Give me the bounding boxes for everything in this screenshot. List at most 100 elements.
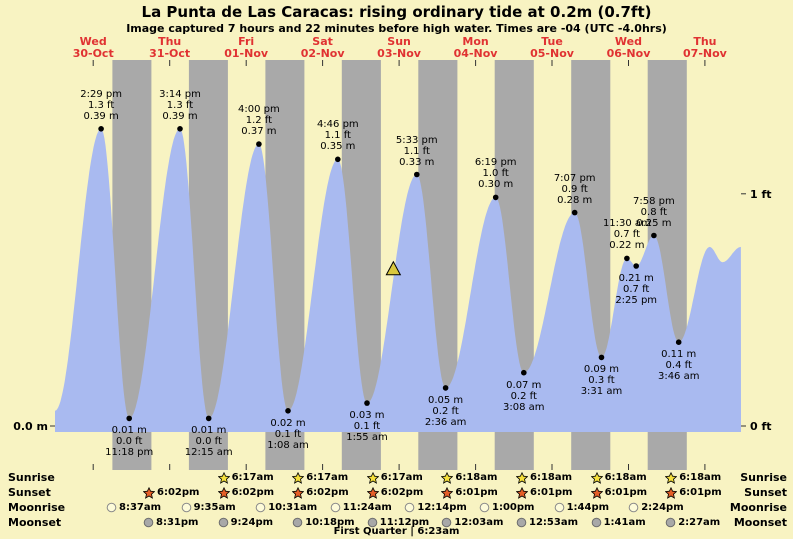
y-axis-right-1ft-label: 1 ft	[750, 188, 772, 201]
tide-extreme-dot	[571, 209, 578, 216]
annotation-line: 0.28 m	[557, 194, 593, 206]
sunrise-event: 6:18am	[590, 471, 647, 484]
moonrise-time: 12:14pm	[417, 502, 467, 513]
sunset-event: 6:01pm	[516, 486, 572, 499]
sunset-event: 6:01pm	[590, 486, 648, 499]
moonrise-time: 11:24am	[342, 502, 392, 513]
high-tide-annotation: 2:29 pm 1.3 ft 0.39 m	[80, 89, 122, 122]
moonset-event: 12:53am	[516, 516, 578, 529]
annotation-line: 0.1 ft	[353, 421, 381, 433]
moon-phase-label: First Quarter | 6:23am	[333, 526, 460, 537]
annotation-line: 0.11 m	[661, 349, 697, 361]
moonset-circle-icon	[665, 517, 676, 528]
moonrise-circle-icon	[106, 502, 117, 513]
y-axis-right-0ft-label: 0 ft	[750, 420, 772, 433]
current-time-marker-icon	[385, 260, 402, 276]
sunrise-star-icon	[665, 471, 678, 484]
low-tide-annotation: 0.02 m 0.1 ft 1:08 am	[267, 418, 309, 451]
annotation-line: 0.8 ft	[640, 206, 668, 218]
sunset-event: 6:02pm	[217, 486, 274, 499]
day-date: 06-Nov	[606, 47, 651, 60]
day-date: 30-Oct	[72, 47, 114, 60]
day-date: 31-Oct	[149, 47, 191, 60]
annotation-line: 7:07 pm	[553, 172, 596, 184]
chart-title: La Punta de Las Caracas: rising ordinary…	[141, 3, 652, 21]
sunset-time: 6:01pm	[455, 487, 498, 498]
moonset-event: 1:41am	[591, 516, 646, 529]
moonrise-circle-icon	[181, 502, 192, 513]
annotation-line: 0.2 ft	[510, 390, 537, 402]
annotation-line: 1.0 ft	[482, 168, 509, 180]
moonset-time: 11:12pm	[379, 517, 430, 528]
sunset-event: 6:02pm	[366, 486, 423, 499]
day-date: 07-Nov	[683, 47, 727, 60]
high-tide-annotation: 4:00 pm 1.2 ft 0.37 m	[238, 104, 280, 137]
annotation-line: 0.0 ft	[116, 436, 143, 448]
sunrise-star-icon	[441, 471, 454, 484]
tide-extreme-dot	[285, 408, 291, 414]
sunset-star-icon	[516, 486, 528, 499]
annotation-line: 3:46 am	[657, 371, 700, 383]
sunset-event: 6:02pm	[143, 486, 199, 499]
annotation-line: 1.1 ft	[403, 145, 430, 157]
day-date: 03-Nov	[377, 47, 421, 60]
tide-extreme-dot	[651, 232, 657, 239]
moonset-time: 2:27am	[678, 517, 721, 528]
sunrise-event: 6:17am	[292, 471, 348, 484]
moonrise-circle-icon	[554, 502, 565, 513]
moonset-row-label-left: Moonset	[8, 516, 62, 529]
annotation-line: 0.33 m	[399, 156, 435, 168]
annotation-line: 3:31 am	[580, 386, 623, 398]
day-name: Wed	[79, 35, 107, 48]
tide-extreme-dot	[414, 171, 420, 178]
moonrise-event: 11:24am	[330, 501, 392, 514]
annotation-line: 0.7 ft	[613, 229, 641, 241]
moonset-time: 8:31pm	[156, 517, 199, 528]
annotation-line: 0.3 ft	[588, 375, 615, 387]
day-name: Sun	[387, 35, 411, 48]
annotation-line: 5:33 pm	[395, 134, 438, 146]
moonset-circle-icon	[516, 517, 527, 528]
moonset-row-label-right: Moonset	[733, 516, 787, 529]
tide-extreme-dot	[675, 339, 682, 346]
annotation-line: 0.21 m	[618, 272, 654, 284]
annotation-line: 1.1 ft	[324, 130, 351, 142]
sunset-star-icon	[366, 486, 379, 499]
sunrise-time: 6:17am	[231, 472, 274, 483]
sunrise-star-icon	[590, 471, 603, 484]
moonset-event: 9:24pm	[218, 516, 273, 529]
moonrise-time: 2:24pm	[641, 502, 684, 513]
day-label: Wed 06-Nov	[607, 36, 651, 60]
sunset-time: 6:01pm	[604, 487, 648, 498]
day-date: 04-Nov	[453, 47, 498, 60]
sunrise-time: 6:17am	[380, 472, 423, 483]
moonrise-time: 10:31am	[268, 502, 318, 513]
tide-extreme-dot	[126, 415, 132, 422]
annotation-line: 0.1 ft	[274, 428, 302, 440]
moonrise-circle-icon	[255, 502, 266, 513]
sunrise-time: 6:18am	[455, 472, 498, 483]
annotation-line: 0.30 m	[478, 179, 514, 191]
moonrise-time: 8:37am	[119, 502, 162, 513]
tide-extreme-dot	[624, 255, 630, 262]
day-label: Thu 31-Oct	[149, 36, 190, 60]
day-date: 05-Nov	[530, 47, 574, 60]
low-tide-annotation: 0.07 m 0.2 ft 3:08 am	[503, 380, 545, 413]
day-label: Fri 01-Nov	[224, 36, 268, 60]
day-label: Sat 02-Nov	[301, 36, 345, 60]
day-date: 01-Nov	[224, 47, 269, 60]
annotation-line: 6:19 pm	[474, 157, 517, 169]
annotation-line: 0.02 m	[270, 417, 306, 429]
low-tide-annotation: 0.09 m 0.3 ft 3:31 am	[581, 364, 623, 397]
high-tide-annotation: 7:58 pm 0.8 ft 0.25 m	[633, 196, 675, 229]
high-tide-annotation: 6:19 pm 1.0 ft 0.30 m	[475, 157, 517, 190]
sunrise-time: 6:18am	[679, 472, 722, 483]
annotation-line: 0.35 m	[320, 141, 356, 153]
annotation-line: 11:18 pm	[105, 447, 154, 459]
tide-extreme-dot	[335, 156, 341, 163]
sunrise-row-label-left: Sunrise	[8, 471, 55, 484]
annotation-line: 1.2 ft	[245, 115, 273, 127]
sunrise-time: 6:18am	[530, 472, 573, 483]
day-label: Tue 05-Nov	[530, 36, 574, 60]
sunset-star-icon	[665, 486, 678, 499]
